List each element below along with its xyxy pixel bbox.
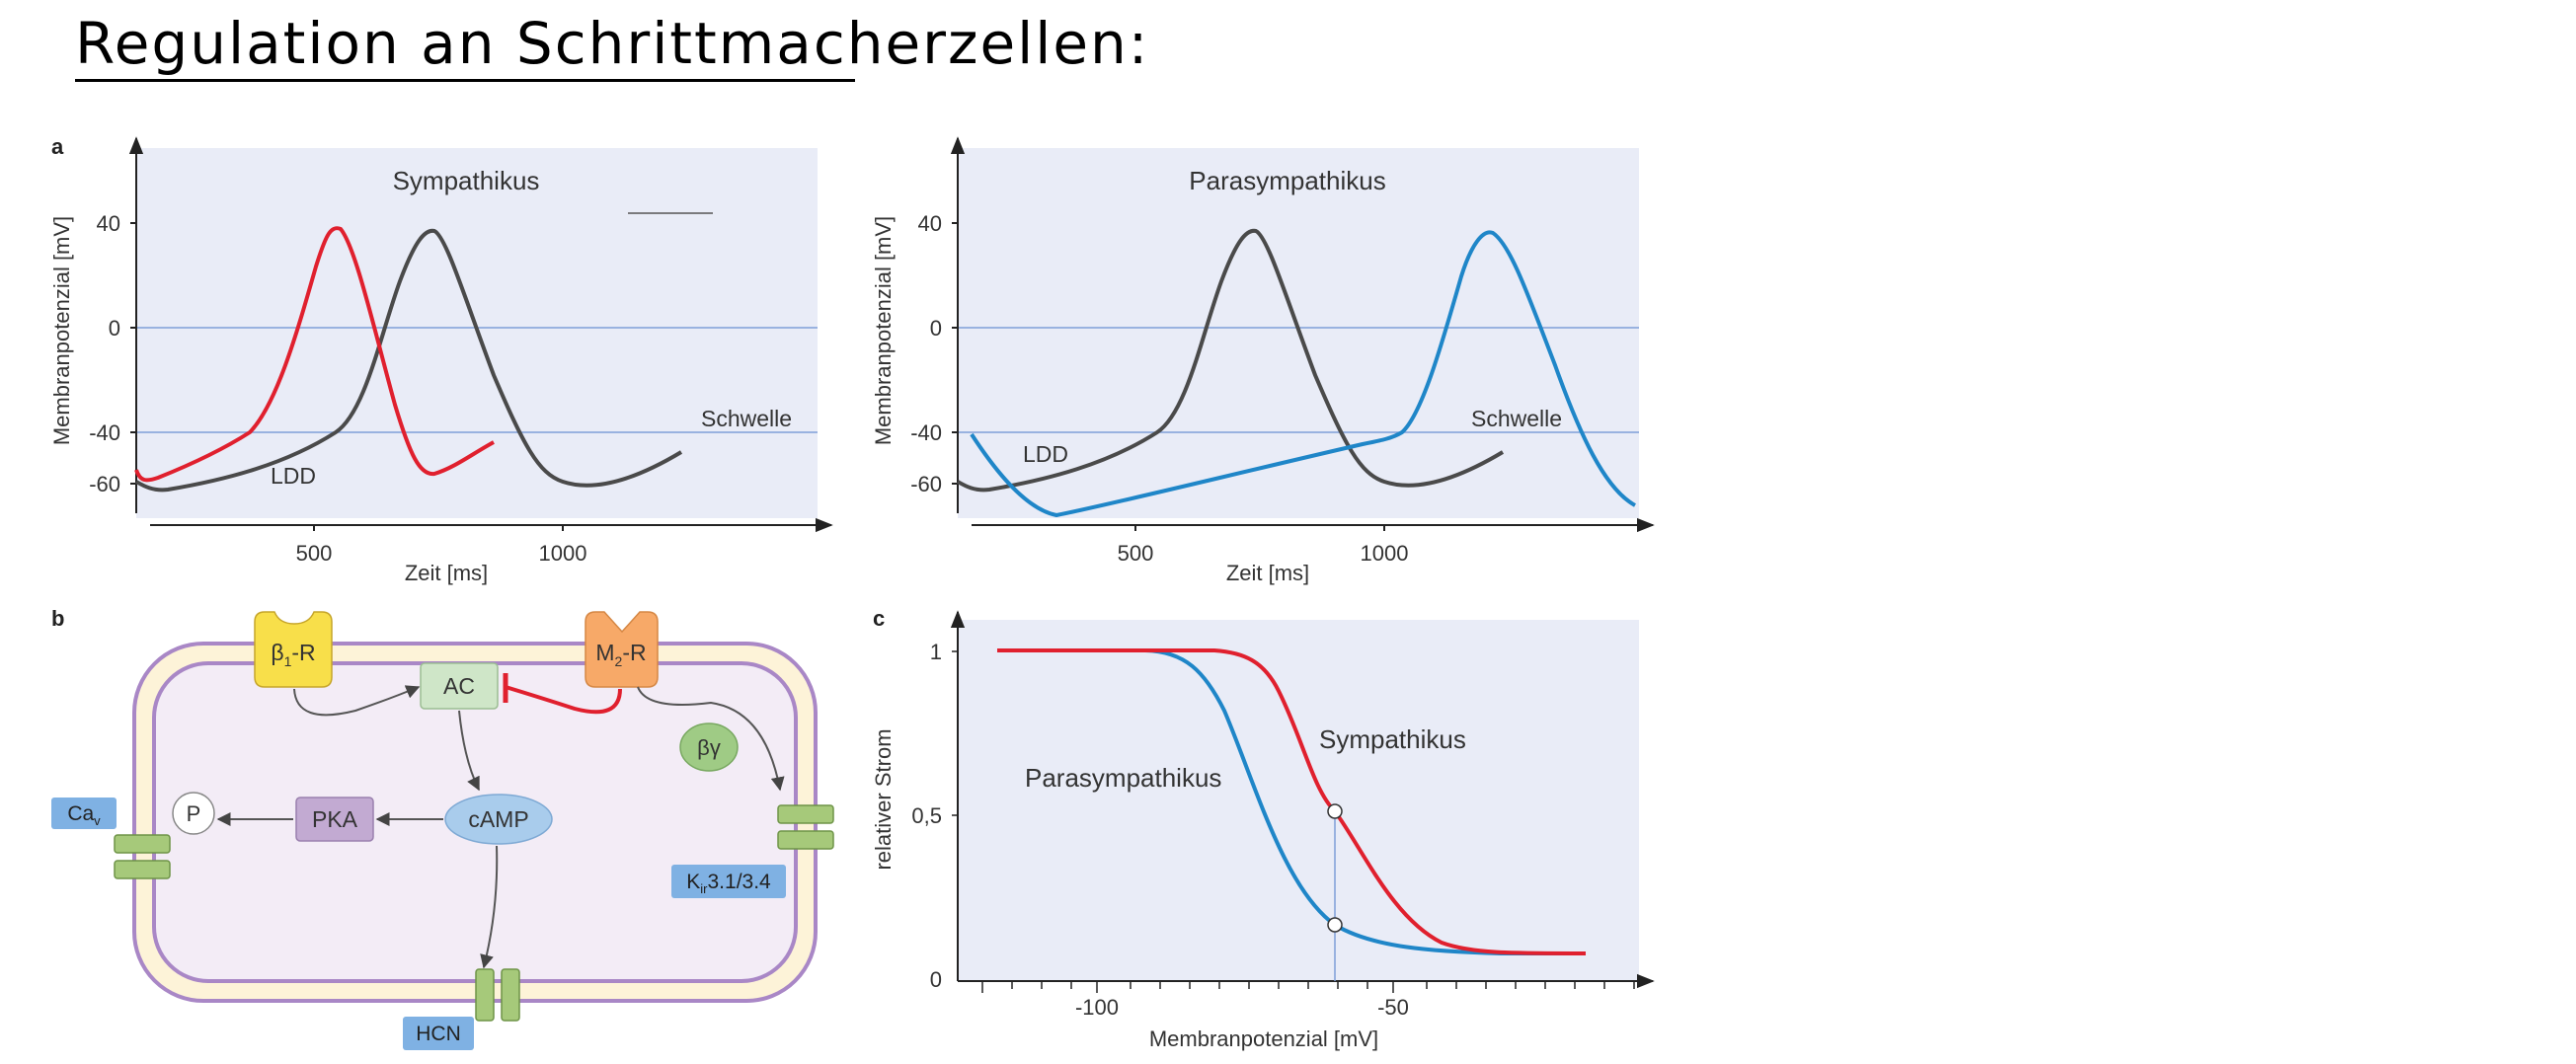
x-ticks	[952, 650, 1635, 993]
y-tick-0: 0	[930, 316, 942, 341]
panel-a-right-chart: 40 0 -40 -60 500 1000 Zeit [ms] Membranp…	[871, 136, 1655, 585]
m2-receptor	[585, 611, 659, 688]
camp-label: cAMP	[468, 806, 528, 832]
phosphate-circle	[172, 792, 215, 835]
y-axis-label: Membranpotenzial [mV]	[49, 216, 74, 445]
y-tick-40: 40	[97, 211, 120, 236]
m2-receptor-label: M2-R	[595, 640, 646, 669]
cav-tag-label: Cav	[67, 802, 101, 828]
x-tick-minus50: -50	[1377, 995, 1409, 1020]
panel-a-left-chart: 40 0 -40 -60 500 1000 Zeit [ms] Membranp…	[49, 136, 833, 585]
cav-channel-top	[114, 834, 171, 854]
x-tick-1000: 1000	[539, 541, 587, 566]
beta1-receptor-label: β1-R	[271, 640, 315, 669]
title-underline	[75, 79, 855, 82]
threshold-label: Schwelle	[1471, 406, 1562, 431]
ldd-label: LDD	[271, 463, 316, 489]
hcn-tag	[403, 1017, 474, 1050]
phosphate-label: P	[187, 801, 201, 826]
beta-gamma-ellipse	[679, 722, 739, 772]
cav-channel-bottom	[114, 860, 171, 879]
y-tick-minus60: -60	[910, 472, 942, 496]
x-axis-label: Membranpotenzial [mV]	[1149, 1026, 1378, 1051]
hcn-channel-left	[475, 968, 495, 1022]
pka-label: PKA	[312, 806, 358, 832]
kir-channel-top	[777, 804, 834, 824]
y-tick-minus40: -40	[910, 420, 942, 445]
y-tick-0: 0	[109, 316, 120, 341]
cav-tag	[51, 798, 117, 829]
sympathetic-half-point	[1327, 803, 1343, 819]
y-tick-minus60: -60	[89, 472, 120, 496]
kir-channel-bottom	[777, 830, 834, 850]
parasympathetic-half-point	[1327, 917, 1343, 933]
panel-b-cell-diagram: β1-R M2-R AC cAMP PKA P βγ Cav	[51, 611, 834, 1050]
x-tick-minus100: -100	[1075, 995, 1119, 1020]
kir-tag	[671, 865, 786, 898]
panel-c-chart: 1 0,5 0 -100 -50 Membranpotenzial [mV] r…	[871, 610, 1655, 1051]
x-tick-500: 500	[1118, 541, 1154, 566]
y-tick-half: 0,5	[911, 803, 942, 828]
arrow-m2-to-kir	[637, 686, 785, 792]
sympathetic-trace	[134, 226, 495, 483]
parasympathetic-trace	[970, 230, 1636, 518]
kir-tag-label: Kir3.1/3.4	[686, 871, 771, 896]
inhibition-m2-to-ac	[505, 685, 622, 715]
panel-a-label: a	[51, 134, 64, 159]
y-axis-label: relativer Strom	[871, 728, 896, 870]
ldd-label: LDD	[1023, 441, 1068, 467]
arrow-ac-to-camp	[458, 710, 480, 792]
pka-box	[295, 797, 374, 842]
hcn-channel-right	[501, 968, 520, 1022]
arrow-beta1-to-ac	[293, 685, 421, 717]
arrow-camp-to-hcn	[480, 845, 499, 969]
beta1-receptor	[254, 611, 333, 688]
plot-background	[958, 620, 1639, 981]
threshold-label: Schwelle	[701, 406, 792, 431]
panel-b-label: b	[51, 606, 64, 631]
control-trace	[135, 228, 683, 493]
panel-c-label: c	[873, 606, 885, 631]
ac-label: AC	[443, 673, 475, 699]
y-tick-1: 1	[930, 640, 942, 664]
beta-gamma-label: βγ	[697, 735, 721, 760]
x-tick-500: 500	[296, 541, 333, 566]
page-title: Regulation an Schrittmacherzellen:	[75, 10, 1150, 77]
ac-box	[420, 662, 499, 710]
chart-title: Sympathikus	[393, 166, 540, 195]
hcn-tag-label: HCN	[416, 1023, 461, 1045]
camp-ellipse	[444, 794, 553, 845]
y-axis-label: Membranpotenzial [mV]	[871, 216, 896, 445]
x-tick-1000: 1000	[1361, 541, 1409, 566]
chart-title: Parasympathikus	[1189, 166, 1385, 195]
sympathikus-curve-label: Sympathikus	[1319, 724, 1466, 754]
parasympathikus-curve-label: Parasympathikus	[1025, 763, 1221, 793]
control-trace	[957, 228, 1505, 493]
y-tick-minus40: -40	[89, 420, 120, 445]
y-tick-40: 40	[918, 211, 942, 236]
x-axis-label: Zeit [ms]	[405, 561, 488, 585]
x-axis-label: Zeit [ms]	[1226, 561, 1309, 585]
sympathetic-curve	[997, 648, 1587, 955]
parasympathetic-curve	[997, 648, 1586, 955]
y-tick-0: 0	[930, 967, 942, 992]
